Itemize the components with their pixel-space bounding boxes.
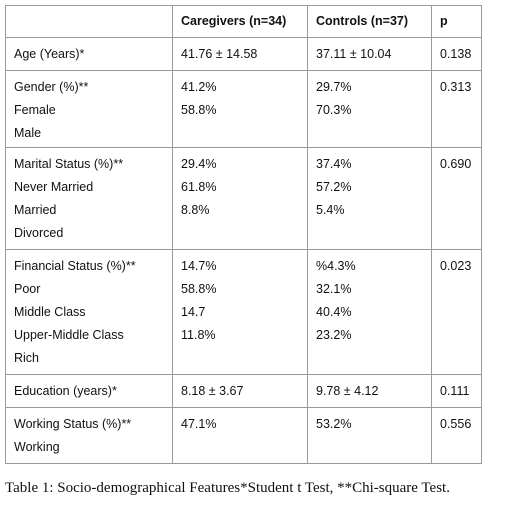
table-cell: Financial Status (%)** Poor Middle Class Up… (5, 249, 173, 375)
cell-line: %4.3% (316, 259, 356, 273)
table-cell: 41.2% 58.8% (172, 70, 308, 148)
cell-line: 29.7% (316, 80, 352, 94)
cell-line: Divorced (14, 226, 64, 240)
table-cell: %4.3% 32.1% 40.4% 23.2% (307, 249, 432, 375)
cell-line: 32.1% (316, 282, 352, 296)
cell-line: Male (14, 126, 42, 140)
header-row: Caregivers (n=34) Controls (n=37) p (5, 5, 482, 38)
cell-line: Rich (14, 351, 40, 365)
table-cell: 14.7% 58.8% 14.7 11.8% (172, 249, 308, 375)
table-cell: Working Status (%)** Working (5, 407, 173, 464)
table-cell: 29.7% 70.3% (307, 70, 432, 148)
header-cell: Controls (n=37) (307, 5, 432, 38)
cell-line: Married (14, 203, 57, 217)
table-cell: 53.2% (307, 407, 432, 464)
table-row: Age (Years)* 41.76 ± 14.58 37.11 ± 10.04 0.… (5, 37, 482, 71)
table-row: Education (years)* 8.18 ± 3.67 9.78 ± 4.12… (5, 374, 482, 408)
table-cell: 0.556 (431, 407, 482, 464)
cell-line: 37.4% (316, 157, 352, 171)
table-cell: 41.76 ± 14.58 (172, 37, 308, 71)
cell-line: Middle Class (14, 305, 86, 319)
header-cell: p (431, 5, 482, 38)
cell-line: Working (14, 440, 60, 454)
table-container: Caregivers (n=34) Controls (n=37) p Age (Y… (5, 5, 482, 498)
cell-line: 8.18 ± 3.67 (181, 384, 244, 398)
cell-line: 58.8% (181, 282, 217, 296)
cell-line: Poor (14, 282, 41, 296)
table-cell: Marital Status (%)** Never Married Married… (5, 147, 173, 250)
header-cell (5, 5, 173, 38)
cell-line: 9.78 ± 4.12 (316, 384, 379, 398)
cell-line: 58.8% (181, 103, 217, 117)
cell-line: 53.2% (316, 417, 352, 431)
cell-line: 0.556 (440, 417, 472, 431)
cell-line: 37.11 ± 10.04 (316, 47, 392, 61)
table-cell: 0.138 (431, 37, 482, 71)
table-row: Marital Status (%)** Never Married Married… (5, 147, 482, 250)
cell-line: 70.3% (316, 103, 352, 117)
cell-line: 57.2% (316, 180, 352, 194)
cell-line: Upper-Middle Class (14, 328, 124, 342)
table-cell: 0.690 (431, 147, 482, 250)
cell-line: 14.7 (181, 305, 206, 319)
cell-line: 41.2% (181, 80, 217, 94)
table-cell: Gender (%)** Female Male (5, 70, 173, 148)
cell-line: 8.8% (181, 203, 210, 217)
table-cell: 0.111 (431, 374, 482, 408)
table-cell: 0.313 (431, 70, 482, 148)
cell-line: Education (years)* (14, 384, 117, 398)
cell-line: 0.313 (440, 80, 472, 94)
cell-line: 0.111 (440, 384, 470, 398)
table-cell: 9.78 ± 4.12 (307, 374, 432, 408)
table-row: Working Status (%)** Working 47.1% 53.2% 0.5… (5, 407, 482, 464)
cell-line: Never Married (14, 180, 94, 194)
cell-line: 29.4% (181, 157, 217, 171)
table-cell: Education (years)* (5, 374, 173, 408)
cell-line: Female (14, 103, 56, 117)
cell-line: 0.138 (440, 47, 472, 61)
cell-line: 40.4% (316, 305, 352, 319)
cell-line: 14.7% (181, 259, 217, 273)
header-cell: Caregivers (n=34) (172, 5, 308, 38)
table-row: Gender (%)** Female Male 41.2% 58.8% 29.7% 70.… (5, 70, 482, 148)
cell-line: 11.8% (181, 328, 216, 342)
caption: Table 1: Socio-demographical Features*St… (5, 480, 450, 496)
cell-line: 61.8% (181, 180, 217, 194)
cell-line: Gender (%)** (14, 80, 89, 94)
cell-line: Marital Status (%)** (14, 157, 124, 171)
table-cell: 47.1% (172, 407, 308, 464)
table-cell: 29.4% 61.8% 8.8% (172, 147, 308, 250)
table-row: Financial Status (%)** Poor Middle Class Up… (5, 249, 482, 375)
cell-line: Age (Years)* (14, 47, 85, 61)
cell-line: 5.4% (316, 203, 345, 217)
table-cell: 37.11 ± 10.04 (307, 37, 432, 71)
cell-line: 41.76 ± 14.58 (181, 47, 258, 61)
cell-line: 0.023 (440, 259, 472, 273)
cell-line: 0.690 (440, 157, 472, 171)
cell-line: 47.1% (181, 417, 217, 431)
table: Caregivers (n=34) Controls (n=37) p Age (Y… (5, 5, 482, 464)
cell-line: Working Status (%)** (14, 417, 132, 431)
table-cell: 0.023 (431, 249, 482, 375)
table-cell: Age (Years)* (5, 37, 173, 71)
cell-line: 23.2% (316, 328, 352, 342)
table-cell: 8.18 ± 3.67 (172, 374, 308, 408)
cell-line: Financial Status (%)** (14, 259, 136, 273)
table-cell: 37.4% 57.2% 5.4% (307, 147, 432, 250)
